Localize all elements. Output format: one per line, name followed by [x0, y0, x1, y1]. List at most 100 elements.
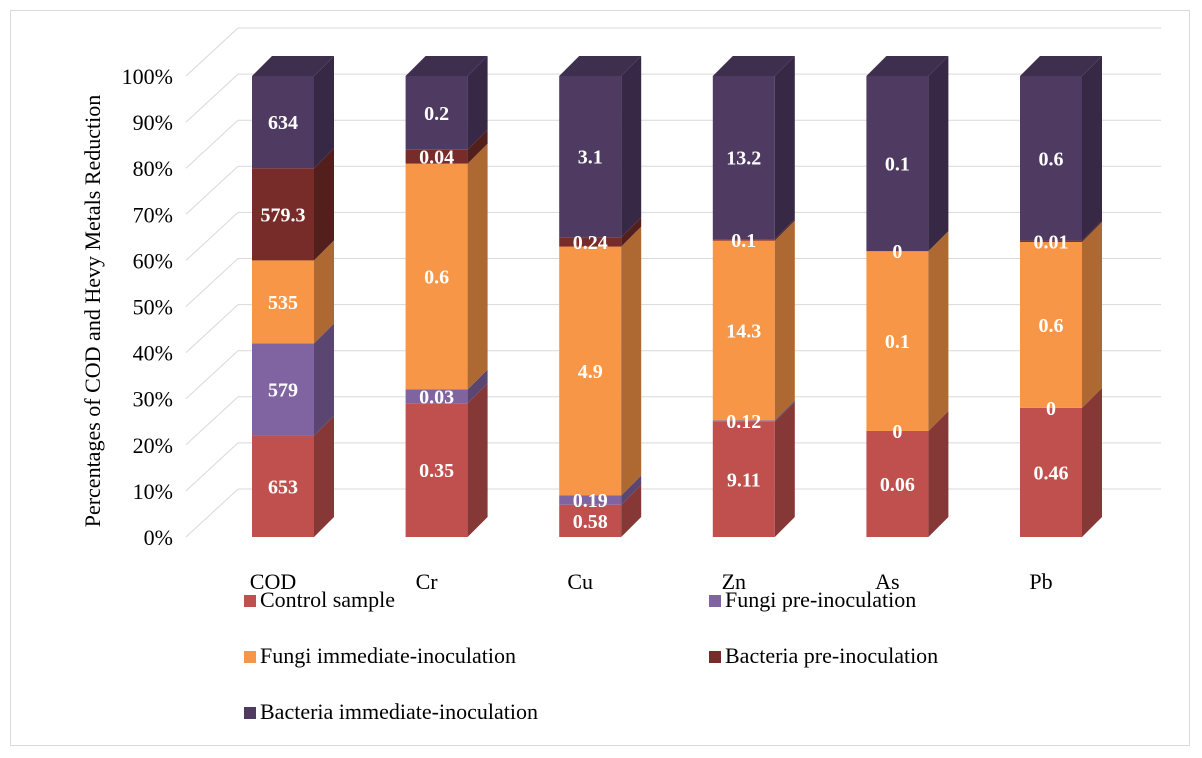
gridline-diag: [185, 165, 239, 215]
bar-segment-cu-0: [559, 484, 642, 537]
bar-segment-cod-2: [252, 240, 334, 344]
legend: Control sample Fungi pre-inoculation Fungi…: [244, 587, 938, 724]
bar-segment-zn-1: [712, 400, 795, 422]
data-label: 0.24: [573, 232, 608, 254]
data-label: 0: [1046, 398, 1056, 420]
x-axis-categories: COD Cr Cu Zn As Pb: [250, 569, 1053, 594]
data-label: 579.3: [261, 204, 306, 226]
data-label: 0.19: [573, 490, 608, 512]
data-label: 13.2: [726, 148, 761, 170]
bar-segment-cu-3: [559, 217, 642, 247]
gridline-diag: [185, 119, 239, 169]
legend-label: Fungi pre-inoculation: [725, 587, 916, 612]
gridline-diag: [185, 73, 239, 123]
bar-segment-zn-4: [712, 56, 795, 240]
legend-label: Bacteria pre-inoculation: [725, 643, 938, 668]
bars: [252, 56, 1102, 537]
data-label: 0.6: [424, 267, 449, 289]
legend-label: Control sample: [260, 587, 395, 612]
gridline-diag: [185, 396, 239, 446]
data-label: 9.11: [727, 469, 761, 491]
data-label: 4.9: [578, 361, 603, 383]
legend-label: Fungi immediate-inoculation: [260, 643, 516, 668]
data-label: 0.6: [1039, 148, 1064, 170]
bar-segment-as-4: [866, 56, 949, 252]
gridline-diag: [185, 27, 239, 77]
gridlines: [185, 27, 1161, 538]
bar-segment-cu-2: [559, 226, 642, 496]
data-label: 0: [892, 421, 902, 443]
data-label: 14.3: [726, 320, 761, 342]
y-tick-label: 70%: [133, 202, 173, 227]
data-label: 0.01: [1034, 231, 1069, 253]
legend-swatch: [244, 707, 256, 719]
legend-swatch: [244, 595, 256, 607]
data-label: 0.6: [1039, 315, 1064, 337]
x-tick-label: Cr: [416, 569, 439, 594]
y-tick-label: 10%: [133, 479, 173, 504]
legend-item: Bacteria pre-inoculation: [709, 643, 938, 668]
gridline-diag: [185, 258, 239, 307]
bar-segment-cod-1: [252, 323, 334, 436]
legend-item: Fungi pre-inoculation: [709, 587, 916, 612]
gridline-diag: [185, 350, 239, 400]
y-axis-ticks: 0% 10% 20% 30% 40% 50% 60% 70% 80% 90% 100%: [122, 64, 173, 550]
bar-segment-as-0: [866, 410, 949, 537]
x-tick-label: Cu: [567, 569, 593, 594]
legend-swatch: [244, 651, 256, 663]
bar-segment-pb-2: [1020, 221, 1102, 408]
legend-item: Control sample: [244, 587, 395, 612]
data-label: 0.1: [885, 331, 910, 353]
y-tick-label: 80%: [133, 156, 173, 181]
y-tick-label: 20%: [133, 433, 173, 458]
data-label: 634: [268, 112, 298, 134]
data-label: 653: [268, 476, 298, 498]
data-label: 535: [268, 292, 298, 314]
data-label: 0.35: [419, 460, 454, 482]
y-tick-label: 60%: [133, 248, 173, 273]
x-tick-label: Zn: [722, 569, 746, 594]
data-label: 0.58: [573, 511, 608, 533]
data-label: 3.1: [578, 147, 603, 169]
y-tick-label: 0%: [144, 525, 173, 550]
data-label: 579: [268, 379, 298, 401]
y-tick-label: 90%: [133, 110, 173, 135]
y-tick-label: 100%: [122, 64, 173, 89]
data-label: 0.04: [419, 147, 454, 169]
bar-segment-zn-3: [712, 219, 795, 241]
bar-segment-pb-0: [1020, 387, 1102, 537]
gridline-diag: [185, 442, 239, 492]
data-label: 0.03: [419, 386, 454, 408]
data-label: 0.2: [424, 103, 449, 125]
bar-segment-cr-3: [405, 129, 488, 164]
chart-frame: 0% 10% 20% 30% 40% 50% 60% 70% 80% 90% 100% Percen…: [10, 10, 1190, 746]
x-tick-label: Pb: [1029, 569, 1052, 594]
y-axis-label: Percentages of COD and Hevy Metals Reduc…: [80, 95, 105, 528]
data-label: 0.46: [1034, 462, 1069, 484]
bar-segment-as-2: [866, 231, 949, 431]
x-tick-label: As: [875, 569, 899, 594]
bar-segment-cr-2: [405, 143, 488, 390]
data-label: 0.1: [885, 154, 910, 176]
bar-segment-pb-4: [1020, 56, 1102, 241]
y-tick-label: 40%: [133, 341, 173, 366]
data-label: 0.06: [880, 474, 915, 496]
bar-segment-cu-4: [559, 56, 642, 238]
bar-segment-cod-3: [252, 148, 334, 261]
legend-item: Fungi immediate-inoculation: [244, 643, 516, 668]
y-tick-label: 50%: [133, 295, 173, 320]
bar-segment-cr-0: [405, 383, 488, 537]
gridline-diag: [185, 304, 239, 353]
stacked-bar-chart: 0% 10% 20% 30% 40% 50% 60% 70% 80% 90% 100% Percen…: [80, 27, 1161, 724]
legend-swatch: [709, 595, 721, 607]
data-label: 0: [892, 241, 902, 263]
gridline-diag: [185, 212, 239, 261]
bar-segment-cod-0: [252, 415, 334, 537]
legend-item: Bacteria immediate-inoculation: [244, 699, 538, 724]
gridline-diag: [185, 488, 239, 538]
x-tick-label: COD: [250, 569, 296, 594]
bar-segment-cr-1: [405, 369, 488, 404]
bar-segment-cod-4: [252, 56, 334, 169]
data-labels: 653579535579.36340.350.030.60.040.20.580…: [261, 103, 1069, 533]
bar-segment-zn-0: [712, 401, 795, 537]
